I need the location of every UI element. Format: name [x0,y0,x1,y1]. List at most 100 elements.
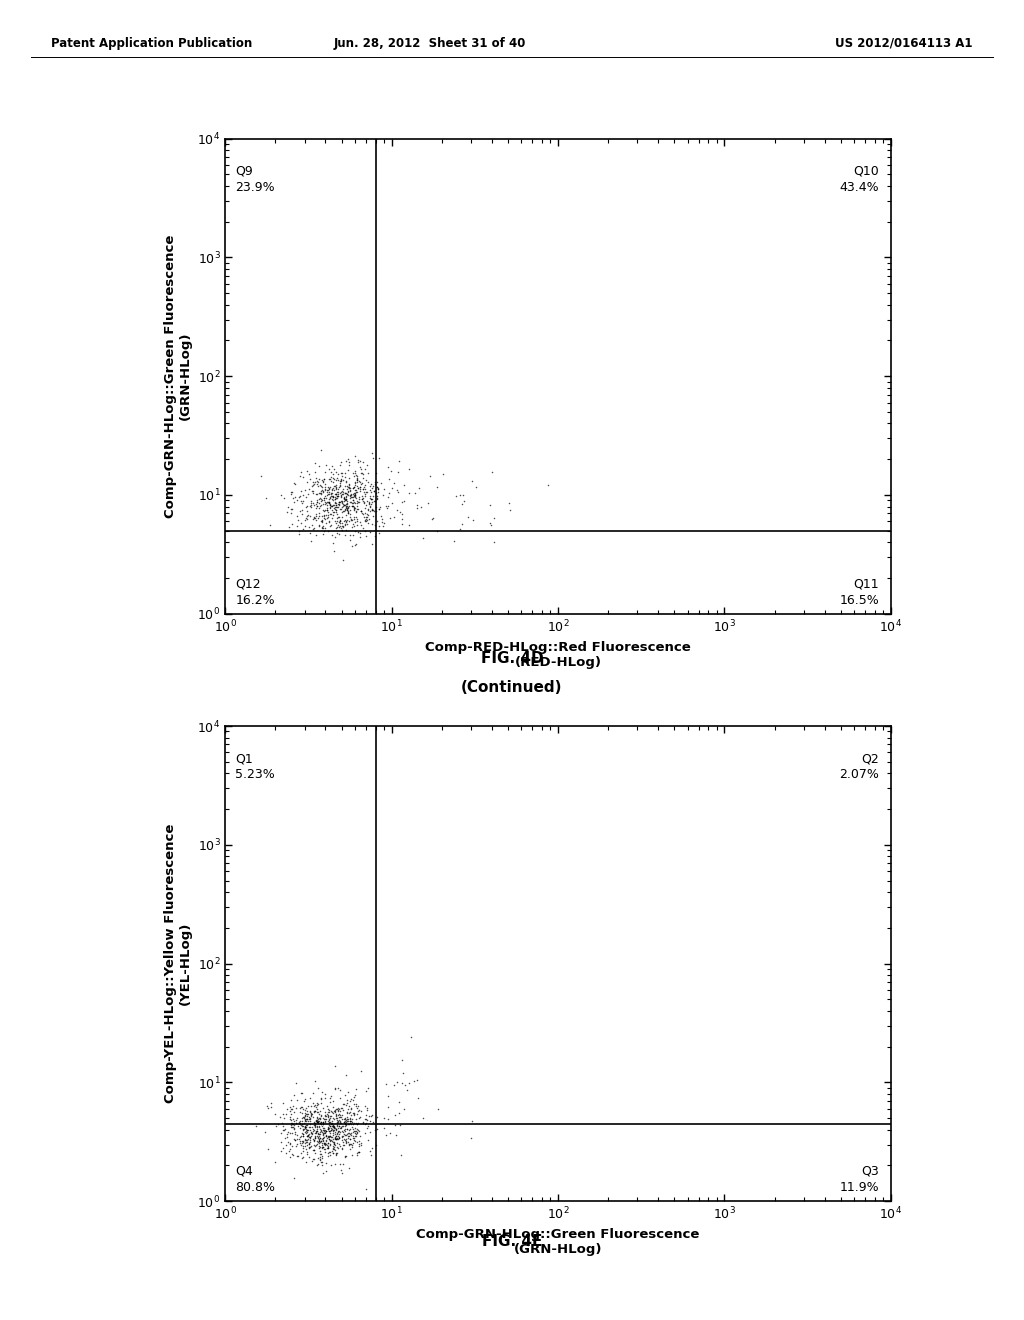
Point [347,483,364,504]
Point [294,1115,310,1137]
Point [325,502,341,523]
Point [364,474,380,495]
Point [362,494,379,515]
Point [353,503,370,524]
Point [322,469,338,490]
Point [485,531,502,552]
Point [312,1121,329,1142]
Point [340,500,356,521]
Point [317,1130,334,1151]
Point [311,1121,328,1142]
Point [321,1121,337,1142]
Point [394,1063,411,1084]
Point [286,473,302,494]
Point [325,471,341,492]
Point [321,502,337,523]
Point [337,1121,353,1142]
Point [355,477,372,498]
Point [328,496,344,517]
Point [360,512,377,533]
Point [318,1109,335,1130]
Point [274,1115,291,1137]
Point [309,1098,326,1119]
Point [328,1143,344,1164]
Point [294,492,310,513]
Point [343,516,359,537]
Point [305,471,322,492]
Point [316,499,333,520]
Point [329,1123,345,1144]
Point [330,1077,346,1098]
Point [307,1127,324,1148]
Point [357,486,374,507]
Point [351,1100,368,1121]
Point [297,1129,313,1150]
Point [323,466,339,487]
Point [322,477,338,498]
Point [330,1138,346,1159]
Point [318,479,335,500]
Point [309,492,326,513]
Point [332,454,348,475]
Point [299,506,315,527]
Point [347,484,364,506]
Point [332,1080,348,1101]
Point [330,1121,346,1142]
Point [325,1140,341,1162]
Point [317,1105,334,1126]
Point [355,467,372,488]
Point [318,1160,335,1181]
Point [332,475,348,496]
Point [353,474,370,495]
Point [341,511,357,532]
Point [346,498,362,519]
Point [328,1119,344,1140]
Point [335,1115,351,1137]
Point [330,1105,346,1126]
Point [352,500,369,521]
Point [311,1150,328,1171]
Point [339,510,355,531]
Point [323,1105,339,1126]
Point [303,1122,319,1143]
Point [299,1119,315,1140]
Point [345,477,361,498]
Point [309,1134,326,1155]
Point [299,1121,315,1142]
Point [298,1151,314,1172]
Point [338,510,354,531]
Point [339,1110,355,1131]
Point [334,1139,350,1160]
Point [325,508,341,529]
Point [316,504,333,525]
Point [315,520,332,541]
Point [316,1111,333,1133]
Point [318,492,335,513]
Point [326,1139,342,1160]
Point [326,486,342,507]
Point [310,1101,327,1122]
Point [334,516,350,537]
Point [370,480,386,502]
Point [309,484,326,506]
Point [355,478,372,499]
Point [331,1101,347,1122]
Point [313,1122,330,1143]
Point [330,1098,346,1119]
Point [297,479,313,500]
Point [305,1113,322,1134]
Point [325,1143,341,1164]
Point [353,1060,370,1081]
Point [323,1111,339,1133]
Point [345,491,361,512]
Point [349,1101,366,1122]
Point [313,506,330,527]
Point [343,1125,359,1146]
Point [294,1097,310,1118]
Point [356,511,373,532]
Point [328,495,344,516]
Point [369,511,385,532]
Point [330,486,346,507]
Point [307,510,324,531]
Point [351,450,368,471]
